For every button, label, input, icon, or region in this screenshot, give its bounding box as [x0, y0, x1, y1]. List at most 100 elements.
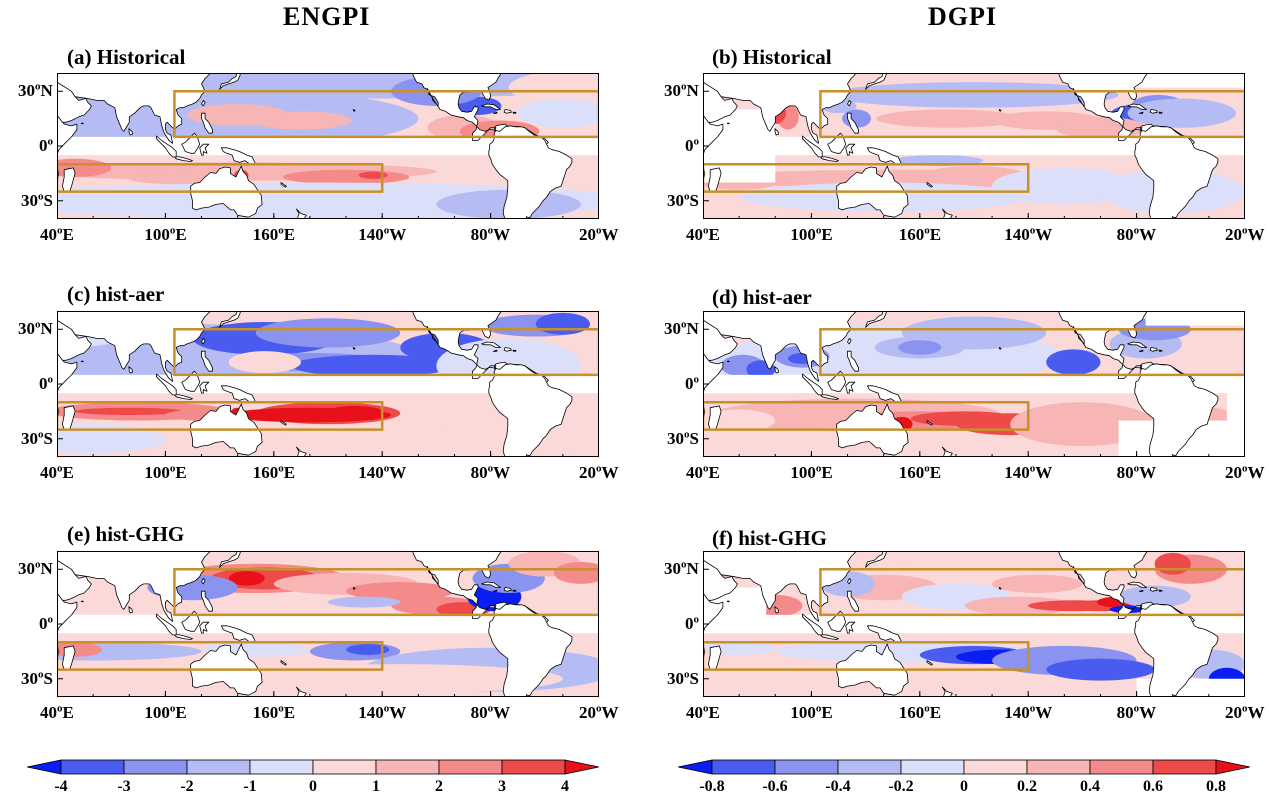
lat-tick-label: 30oS — [21, 668, 53, 688]
land-hawaii — [352, 109, 356, 112]
land-java — [820, 394, 839, 400]
land-taiwan — [201, 577, 206, 585]
lon-tick-label: 40oE — [40, 462, 74, 482]
land-taiwan — [847, 577, 852, 585]
land-philippines — [201, 590, 213, 612]
land-japan — [219, 551, 242, 568]
column-title-engpi: ENGPI — [283, 2, 371, 31]
land-borneo — [181, 132, 201, 154]
land-hispaniola — [1149, 347, 1158, 352]
land-newcaledonia — [926, 182, 933, 188]
axis-ticks — [703, 90, 1245, 219]
map-panel-b — [703, 73, 1245, 219]
land-newzealand — [295, 686, 307, 697]
colorbar-tick-label: -3 — [117, 778, 131, 795]
land-srilanka — [774, 128, 779, 136]
land-japan — [219, 311, 242, 328]
lon-tick-label: 140oW — [1004, 462, 1053, 482]
land-cuba — [1127, 341, 1147, 348]
colorbar-tick-label: 3 — [498, 778, 506, 795]
lon-tick-label: 80oW — [470, 702, 511, 722]
land-arabia — [57, 319, 92, 361]
lon-tick-label: 160oE — [898, 224, 942, 244]
land-taiwan — [201, 337, 206, 345]
land-java — [820, 156, 839, 162]
land-taiwan — [201, 99, 206, 107]
lat-tick-label: 30oN — [18, 318, 53, 339]
land-jamaica — [492, 111, 498, 114]
field-anomaly-shading — [57, 551, 599, 694]
south-region-box — [703, 163, 1030, 193]
land-philippines — [847, 350, 859, 372]
lon-tick-label: 80oW — [1116, 702, 1157, 722]
colorbar-segment — [1026, 759, 1091, 775]
lat-tick-label: 0o — [39, 373, 53, 393]
land-srilanka — [128, 128, 133, 136]
south-region-box — [57, 163, 384, 193]
lon-tick-label: 100oE — [144, 224, 187, 244]
land-puertorico — [512, 589, 517, 592]
colorbar-tick-label: 0 — [960, 778, 968, 795]
land-hispaniola — [503, 587, 512, 592]
colorbar-segment — [1152, 759, 1217, 775]
north-region-box — [173, 328, 599, 377]
land-newzealand — [295, 446, 307, 457]
panel-title-f: (f) hist-GHG — [712, 526, 827, 550]
lon-tick-label: 40oE — [40, 224, 74, 244]
lon-tick-label: 140oW — [1004, 702, 1053, 722]
colorbar-tick-label: 2 — [435, 778, 443, 795]
lon-tick-label: 160oE — [252, 462, 296, 482]
land-socotra — [726, 122, 730, 125]
land-jamaica — [492, 349, 498, 352]
land-borneo — [827, 370, 847, 392]
land-sulawesi — [199, 143, 210, 156]
land-srilanka — [128, 606, 133, 614]
axis-ticks — [57, 568, 599, 697]
colorbar-tick-label: -4 — [54, 778, 68, 795]
lon-tick-label: 160oE — [898, 702, 942, 722]
lat-tick-label: 0o — [39, 135, 53, 155]
lat-tick-label: 30oS — [667, 668, 699, 688]
lat-tick-label: 30oN — [664, 80, 699, 101]
colorbar-max-triangle — [1215, 759, 1251, 775]
land-java — [820, 634, 839, 640]
lon-tick-label: 100oE — [790, 224, 833, 244]
map-panel-f — [703, 551, 1245, 697]
land-africa — [57, 589, 78, 662]
land-socotra — [726, 360, 730, 363]
colorbar-tick-label: 0.6 — [1143, 778, 1163, 795]
land-jamaica — [1138, 111, 1144, 114]
colorbar-segment — [123, 759, 188, 775]
land-taiwan — [847, 337, 852, 345]
lat-tick-label: 30oS — [21, 190, 53, 210]
map-panel-d — [703, 311, 1245, 457]
land-puertorico — [512, 349, 517, 352]
colorbar-segment — [60, 759, 125, 775]
north-region-box — [819, 328, 1245, 377]
panel-title-d: (d) hist-aer — [712, 285, 812, 309]
lat-tick-label: 0o — [685, 373, 699, 393]
lat-tick-label: 30oN — [664, 318, 699, 339]
land-hawaii — [998, 109, 1002, 112]
land-cuba — [1127, 581, 1147, 588]
south-region-box — [703, 401, 1030, 431]
land-arabia — [703, 319, 738, 361]
land-arabia — [703, 559, 738, 601]
lon-tick-label: 20oW — [1225, 462, 1265, 482]
lon-tick-label: 20oW — [579, 462, 619, 482]
colorbar-segment — [900, 759, 965, 775]
colorbar-tick-label: 0 — [309, 778, 317, 795]
land-arabia — [703, 81, 738, 123]
land-newcaledonia — [280, 660, 287, 666]
panel-title-a: (a) Historical — [67, 45, 186, 69]
colorbar-min-triangle — [677, 759, 713, 775]
south-region-box — [703, 641, 1030, 671]
land-africa — [703, 589, 724, 662]
colorbar-tick-label: -0.4 — [825, 778, 851, 795]
lat-tick-label: 30oN — [18, 80, 53, 101]
land-cuba — [481, 341, 501, 348]
lon-tick-label: 40oE — [686, 224, 720, 244]
land-cuba — [481, 103, 501, 110]
land-sulawesi — [199, 621, 210, 634]
land-hawaii — [352, 347, 356, 350]
